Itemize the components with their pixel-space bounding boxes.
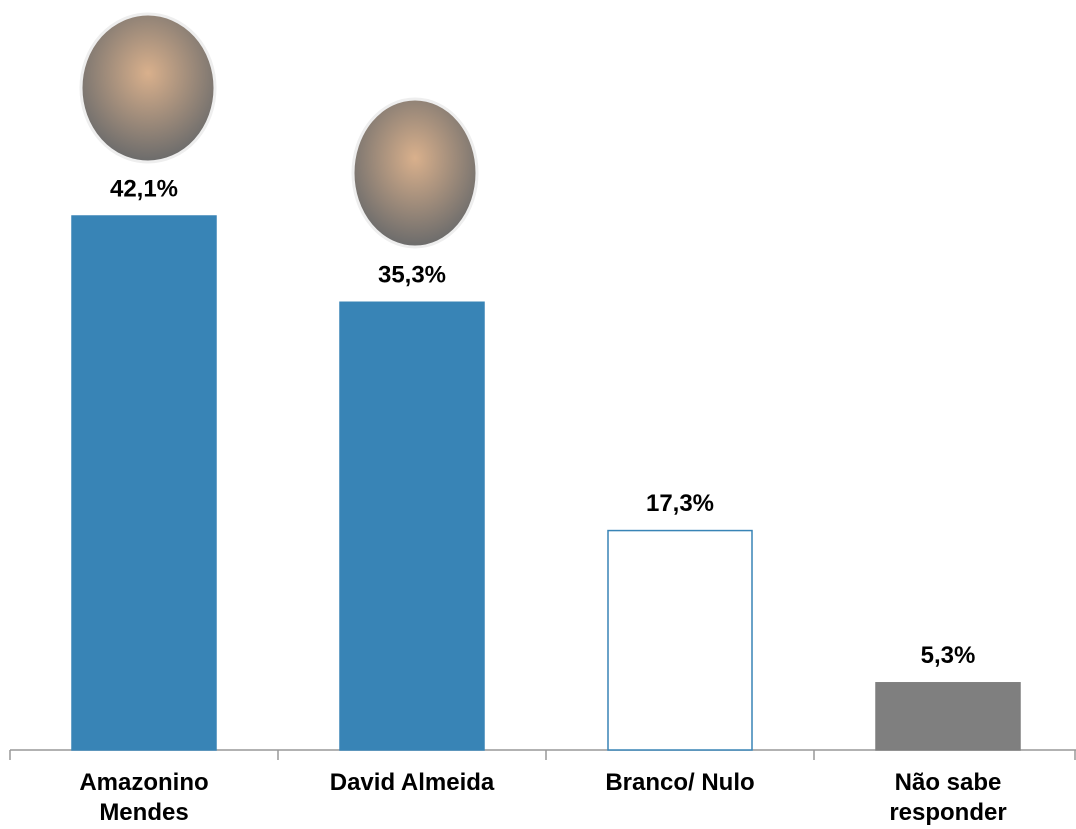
bar <box>875 682 1021 751</box>
x-tick-label: Amazonino Mendes <box>79 769 209 826</box>
bar <box>607 529 753 751</box>
candidate-photo <box>79 12 217 164</box>
value-label: 17,3% <box>646 490 714 517</box>
x-tick-label: Não sabe responder <box>889 769 1007 826</box>
value-label: 42,1% <box>110 175 178 202</box>
x-tick-label: David Almeida <box>329 769 495 796</box>
value-label: 35,3% <box>378 262 446 289</box>
bar <box>71 215 217 751</box>
x-tick-label: Branco/ Nulo <box>605 769 755 796</box>
bar <box>339 301 485 751</box>
candidate-photo <box>351 97 479 249</box>
value-label: 5,3% <box>921 642 976 669</box>
